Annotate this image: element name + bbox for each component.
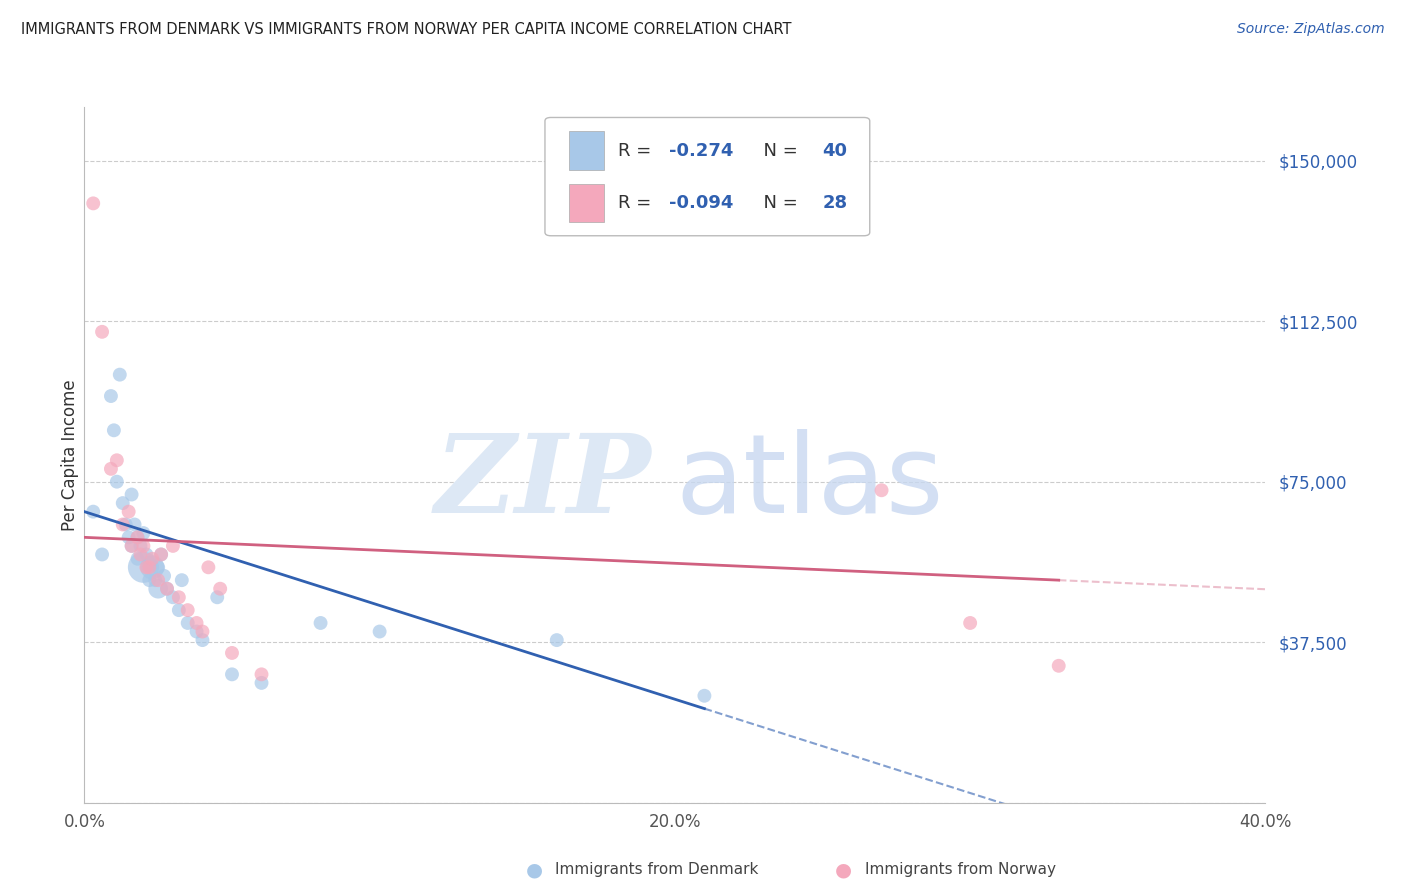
Point	[148, 573, 170, 587]
Text: N =: N =	[752, 194, 803, 211]
Point	[205, 591, 228, 605]
Point	[186, 615, 208, 630]
Point	[170, 573, 193, 587]
Point	[191, 624, 214, 639]
Point	[138, 573, 160, 587]
FancyBboxPatch shape	[546, 118, 870, 235]
Point	[127, 530, 149, 544]
Point	[150, 548, 173, 562]
Point	[221, 667, 243, 681]
Point	[100, 462, 122, 476]
Point	[156, 582, 179, 596]
Point	[143, 573, 166, 587]
Point	[1047, 658, 1070, 673]
Text: ●: ●	[835, 860, 852, 880]
Text: -0.274: -0.274	[669, 142, 734, 160]
Point	[132, 539, 155, 553]
Point	[209, 582, 232, 596]
Point	[82, 505, 104, 519]
Point	[121, 487, 143, 501]
Point	[221, 646, 243, 660]
Point	[959, 615, 981, 630]
Point	[111, 517, 134, 532]
Point	[141, 560, 163, 574]
Text: Source: ZipAtlas.com: Source: ZipAtlas.com	[1237, 22, 1385, 37]
Point	[105, 453, 128, 467]
Point	[114, 517, 136, 532]
Point	[138, 556, 160, 570]
Point	[150, 548, 173, 562]
Point	[108, 368, 131, 382]
Point	[124, 517, 146, 532]
Text: 28: 28	[823, 194, 848, 211]
Point	[148, 582, 170, 596]
Point	[250, 667, 273, 681]
Point	[309, 615, 332, 630]
Point	[129, 539, 152, 553]
Point	[91, 548, 114, 562]
Point	[103, 423, 125, 437]
Point	[167, 603, 190, 617]
Point	[250, 676, 273, 690]
Point	[197, 560, 219, 574]
Point	[127, 530, 149, 544]
Point	[127, 551, 149, 566]
Point	[132, 560, 155, 574]
Point	[156, 582, 179, 596]
Point	[100, 389, 122, 403]
Text: R =: R =	[619, 142, 657, 160]
Point	[177, 603, 200, 617]
Point	[121, 539, 143, 553]
Text: -0.094: -0.094	[669, 194, 734, 211]
Point	[111, 496, 134, 510]
Bar	[568, 184, 605, 222]
Point	[118, 505, 141, 519]
Point	[118, 530, 141, 544]
Point	[870, 483, 893, 498]
Point	[162, 539, 184, 553]
Point	[141, 551, 163, 566]
Text: N =: N =	[752, 142, 803, 160]
Point	[368, 624, 391, 639]
Text: ZIP: ZIP	[434, 429, 651, 536]
Text: R =: R =	[619, 194, 657, 211]
Point	[138, 560, 160, 574]
Point	[162, 591, 184, 605]
Point	[177, 615, 200, 630]
Text: Immigrants from Denmark: Immigrants from Denmark	[555, 863, 759, 877]
Point	[153, 569, 176, 583]
Point	[129, 548, 152, 562]
Text: atlas: atlas	[675, 429, 943, 536]
Point	[132, 526, 155, 541]
Point	[546, 633, 568, 648]
Point	[135, 560, 157, 574]
Text: 40: 40	[823, 142, 848, 160]
Y-axis label: Per Capita Income: Per Capita Income	[60, 379, 79, 531]
Point	[82, 196, 104, 211]
Text: IMMIGRANTS FROM DENMARK VS IMMIGRANTS FROM NORWAY PER CAPITA INCOME CORRELATION : IMMIGRANTS FROM DENMARK VS IMMIGRANTS FR…	[21, 22, 792, 37]
Point	[186, 624, 208, 639]
Point	[167, 591, 190, 605]
Text: ●: ●	[526, 860, 543, 880]
Bar	[568, 131, 605, 169]
Text: Immigrants from Norway: Immigrants from Norway	[865, 863, 1056, 877]
Point	[693, 689, 716, 703]
Point	[148, 560, 170, 574]
Point	[135, 548, 157, 562]
Point	[105, 475, 128, 489]
Point	[191, 633, 214, 648]
Point	[121, 539, 143, 553]
Point	[91, 325, 114, 339]
